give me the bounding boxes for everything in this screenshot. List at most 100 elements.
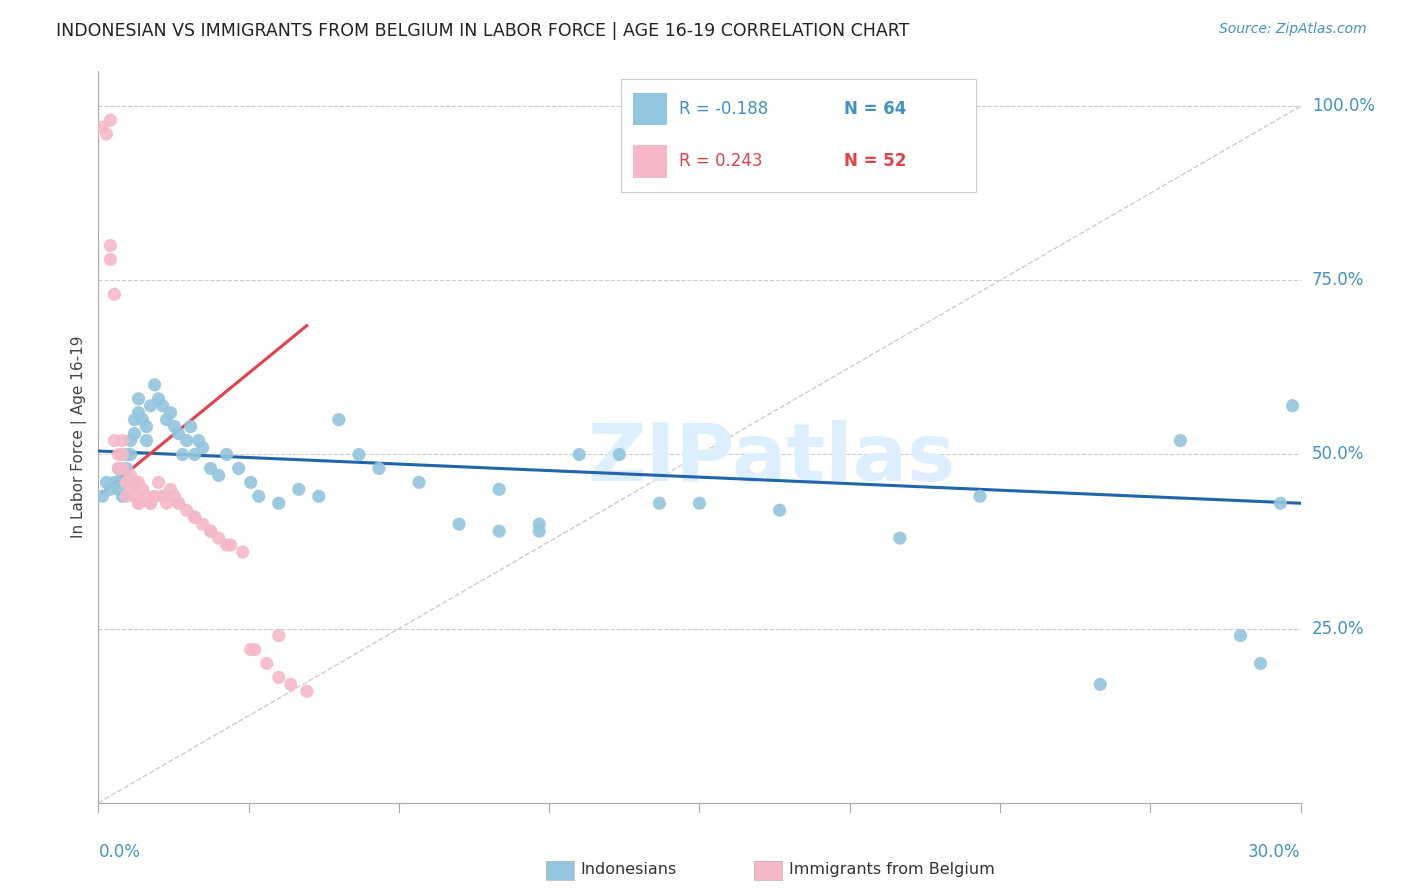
Point	[100, 113, 122, 128]
Point	[139, 496, 162, 510]
Point	[115, 475, 138, 490]
Point	[111, 461, 134, 475]
Point	[163, 419, 186, 434]
Point	[167, 496, 190, 510]
Point	[208, 468, 231, 483]
Point	[143, 489, 166, 503]
Point	[568, 448, 591, 462]
FancyBboxPatch shape	[621, 78, 976, 192]
Point	[1229, 629, 1251, 643]
Point	[128, 406, 150, 420]
Point	[139, 496, 162, 510]
Point	[120, 448, 142, 462]
Point	[135, 419, 157, 434]
Point	[243, 642, 266, 657]
Point	[152, 489, 174, 503]
Point	[488, 524, 510, 538]
Point	[111, 448, 134, 462]
Point	[107, 483, 129, 497]
Point	[232, 545, 254, 559]
Point	[176, 434, 198, 448]
Point	[247, 489, 270, 503]
Point	[120, 434, 142, 448]
Text: 50.0%: 50.0%	[1312, 445, 1364, 464]
Point	[215, 448, 238, 462]
Point	[115, 448, 138, 462]
Point	[143, 377, 166, 392]
Point	[128, 475, 150, 490]
Bar	[633, 145, 666, 178]
Point	[124, 475, 146, 490]
Point	[191, 517, 214, 532]
Point	[239, 475, 262, 490]
Point	[152, 489, 174, 503]
Bar	[633, 93, 666, 126]
Text: N = 52: N = 52	[844, 153, 905, 170]
Point	[280, 677, 302, 691]
Point	[176, 503, 198, 517]
Point	[103, 287, 125, 301]
Text: ZIPatlas: ZIPatlas	[588, 420, 956, 498]
Point	[288, 483, 311, 497]
Point	[183, 510, 205, 524]
Point	[111, 468, 134, 483]
Point	[408, 475, 430, 490]
Point	[208, 531, 231, 545]
Point	[889, 531, 911, 545]
Point	[96, 475, 118, 490]
Point	[768, 503, 790, 517]
Point	[159, 483, 181, 497]
Text: R = 0.243: R = 0.243	[679, 153, 762, 170]
Point	[267, 496, 290, 510]
Text: 30.0%: 30.0%	[1249, 843, 1301, 861]
Point	[183, 448, 205, 462]
Point	[91, 489, 114, 503]
Point	[308, 489, 330, 503]
Point	[529, 517, 551, 532]
Point	[155, 496, 177, 510]
Point	[239, 642, 262, 657]
Point	[969, 489, 991, 503]
Point	[139, 399, 162, 413]
Text: N = 64: N = 64	[844, 100, 905, 119]
Text: 100.0%: 100.0%	[1312, 97, 1375, 115]
Point	[200, 524, 222, 538]
Point	[187, 434, 209, 448]
Point	[155, 412, 177, 426]
Point	[215, 538, 238, 552]
Text: Source: ZipAtlas.com: Source: ZipAtlas.com	[1219, 22, 1367, 37]
Point	[529, 524, 551, 538]
Point	[172, 448, 194, 462]
Point	[107, 461, 129, 475]
Point	[256, 657, 278, 671]
Point	[183, 510, 205, 524]
Point	[1270, 496, 1292, 510]
Point	[128, 392, 150, 406]
Point	[200, 524, 222, 538]
Point	[107, 448, 129, 462]
Point	[368, 461, 391, 475]
Point	[688, 496, 710, 510]
Point	[488, 483, 510, 497]
Text: INDONESIAN VS IMMIGRANTS FROM BELGIUM IN LABOR FORCE | AGE 16-19 CORRELATION CHA: INDONESIAN VS IMMIGRANTS FROM BELGIUM IN…	[56, 22, 910, 40]
Point	[200, 461, 222, 475]
Y-axis label: In Labor Force | Age 16-19: In Labor Force | Age 16-19	[72, 335, 87, 539]
Point	[120, 475, 142, 490]
Point	[128, 496, 150, 510]
Point	[1088, 677, 1111, 691]
Point	[148, 475, 170, 490]
Point	[447, 517, 470, 532]
Point	[103, 434, 125, 448]
Point	[648, 496, 671, 510]
Point	[100, 483, 122, 497]
Text: 25.0%: 25.0%	[1312, 620, 1364, 638]
Point	[124, 412, 146, 426]
Text: 0.0%: 0.0%	[98, 843, 141, 861]
Point	[228, 461, 250, 475]
Point	[100, 252, 122, 267]
Point	[219, 538, 242, 552]
Text: R = -0.188: R = -0.188	[679, 100, 768, 119]
Point	[191, 441, 214, 455]
Point	[124, 489, 146, 503]
Point	[267, 629, 290, 643]
